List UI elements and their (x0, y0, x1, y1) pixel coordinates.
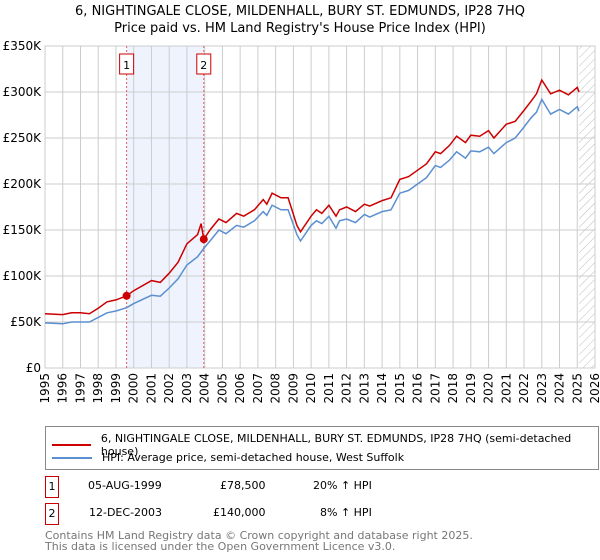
x-tick-label: 2003 (180, 373, 194, 404)
sale-label-box (119, 53, 135, 75)
x-tick-label: 2005 (215, 373, 229, 404)
y-tick-label: £250K (3, 131, 43, 145)
x-tick-label: 1995 (38, 373, 52, 404)
sale-label: 1 (123, 59, 130, 72)
x-tick-label: 2023 (535, 373, 549, 404)
x-tick-label: 2011 (322, 373, 336, 404)
transaction-price: £78,500 (220, 479, 266, 492)
legend-item-property: 6, NIGHTINGALE CLOSE, MILDENHALL, BURY S… (52, 432, 598, 458)
transaction-hpi: 8% ↑ HPI (320, 506, 372, 519)
transaction-date: 05-AUG-1999 (88, 479, 162, 492)
x-tick-label: 2021 (499, 373, 513, 404)
x-tick-label: 1998 (91, 373, 105, 404)
y-tick-label: £100K (3, 269, 43, 283)
chart-subtitle: Price paid vs. HM Land Registry's House … (114, 21, 486, 36)
hpi-line (44, 97, 580, 325)
x-tick-label: 2019 (464, 373, 478, 404)
sale-label-box (196, 53, 212, 75)
footer-line: This data is licensed under the Open Gov… (45, 540, 396, 553)
x-tick-label: 2018 (446, 373, 460, 404)
x-tick-label: 2006 (233, 373, 247, 404)
sale-point (199, 235, 208, 244)
legend-line-red (52, 444, 91, 446)
x-tick-label: 2009 (286, 373, 300, 404)
x-tick-label: 2016 (411, 373, 425, 404)
x-tick-label: 2002 (162, 373, 176, 404)
transaction-marker: 2 (45, 503, 59, 525)
legend: 6, NIGHTINGALE CLOSE, MILDENHALL, BURY S… (45, 426, 599, 470)
legend-label: 6, NIGHTINGALE CLOSE, MILDENHALL, BURY S… (100, 432, 572, 458)
y-tick-label: £0 (26, 361, 41, 375)
x-tick-label: 2014 (375, 373, 389, 404)
x-tick-label: 2017 (428, 373, 442, 404)
footer: Contains HM Land Registry data © Crown c… (45, 530, 473, 552)
x-tick-label: 2012 (340, 373, 354, 404)
x-tick-label: 2004 (198, 373, 212, 404)
transaction-hpi: 20% ↑ HPI (313, 479, 372, 492)
plot-frame (44, 45, 596, 369)
x-tick-label: 2026 (588, 373, 600, 404)
y-tick-label: £200K (3, 177, 43, 191)
y-tick-label: £150K (3, 223, 43, 237)
y-tick-label: £50K (10, 315, 42, 329)
transaction-price: £140,000 (213, 506, 266, 519)
x-tick-label: 1996 (56, 373, 70, 404)
future-hatch (579, 46, 595, 368)
y-tick-label: £350K (3, 39, 43, 53)
sale-point (122, 291, 131, 300)
transaction-date: 12-DEC-2003 (89, 506, 163, 519)
transaction-marker: 1 (45, 476, 59, 498)
sale-label: 2 (200, 59, 207, 72)
x-tick-label: 2015 (393, 373, 407, 404)
x-tick-label: 2020 (482, 373, 496, 404)
sale-period-shading (126, 46, 204, 368)
x-tick-label: 2013 (357, 373, 371, 404)
x-tick-label: 2000 (127, 373, 141, 404)
x-tick-label: 1999 (109, 373, 123, 404)
x-tick-label: 1997 (73, 373, 87, 404)
chart-title: 6, NIGHTINGALE CLOSE, MILDENHALL, BURY S… (75, 4, 525, 19)
legend-label: HPI: Average price, semi-detached house,… (102, 451, 405, 464)
x-tick-label: 2025 (570, 373, 584, 404)
legend-item-hpi: HPI: Average price, semi-detached house,… (52, 451, 404, 464)
legend-line-blue (52, 456, 92, 459)
x-tick-label: 2008 (269, 373, 283, 404)
y-tick-label: £300K (3, 85, 43, 99)
x-tick-label: 2001 (144, 373, 158, 404)
footer-line: Contains HM Land Registry data © Crown c… (45, 529, 473, 542)
x-tick-label: 2007 (251, 373, 265, 404)
x-tick-label: 2022 (517, 373, 531, 404)
x-tick-label: 2024 (553, 373, 567, 404)
property-price-line (44, 78, 580, 316)
x-tick-label: 2010 (304, 373, 318, 404)
price-chart: 1995 1996 1997 1998 1999 2000 2001 2002 2003 2004… (3, 39, 600, 404)
